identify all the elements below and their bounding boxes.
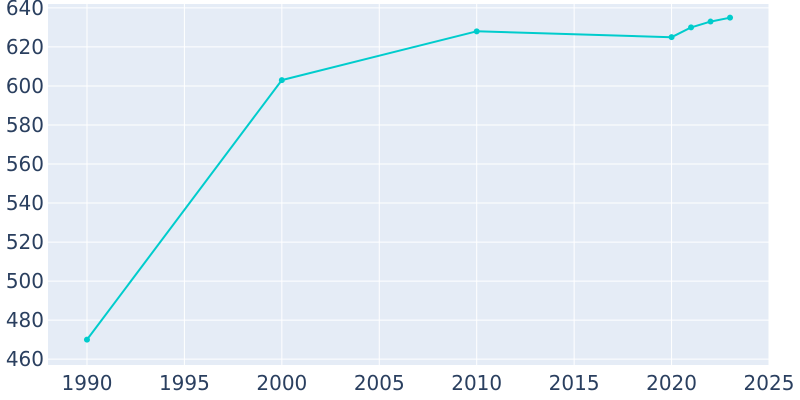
x-axis-tick-labels: 1990 1995 2000 2005 2010 2015 2020 2025 xyxy=(62,371,795,395)
x-tick-label: 1995 xyxy=(159,371,210,395)
x-tick-label: 2020 xyxy=(646,371,697,395)
y-tick-label: 580 xyxy=(6,113,44,137)
x-tick-label: 2010 xyxy=(451,371,502,395)
data-point xyxy=(668,34,675,41)
data-point xyxy=(727,14,734,21)
data-point xyxy=(707,18,714,25)
x-tick-label: 2000 xyxy=(256,371,307,395)
y-tick-label: 520 xyxy=(6,230,44,254)
y-tick-label: 540 xyxy=(6,191,44,215)
grid-layer xyxy=(48,4,770,365)
y-tick-label: 560 xyxy=(6,152,44,176)
x-tick-label: 2025 xyxy=(744,371,795,395)
x-tick-label: 2005 xyxy=(354,371,405,395)
y-tick-label: 640 xyxy=(6,0,44,20)
x-tick-label: 2015 xyxy=(549,371,600,395)
plot-background xyxy=(48,4,769,365)
x-tick-label: 1990 xyxy=(62,371,113,395)
y-tick-label: 500 xyxy=(6,269,44,293)
data-point xyxy=(278,77,285,84)
data-point xyxy=(83,336,90,343)
y-tick-label: 480 xyxy=(6,308,44,332)
data-point xyxy=(473,28,480,35)
data-point xyxy=(688,24,695,31)
series-layer xyxy=(83,14,734,343)
y-tick-label: 600 xyxy=(6,74,44,98)
y-axis-tick-labels: 460 480 500 520 540 560 580 600 620 640 xyxy=(6,0,44,371)
y-tick-label: 620 xyxy=(6,35,44,59)
y-tick-label: 460 xyxy=(6,347,44,371)
